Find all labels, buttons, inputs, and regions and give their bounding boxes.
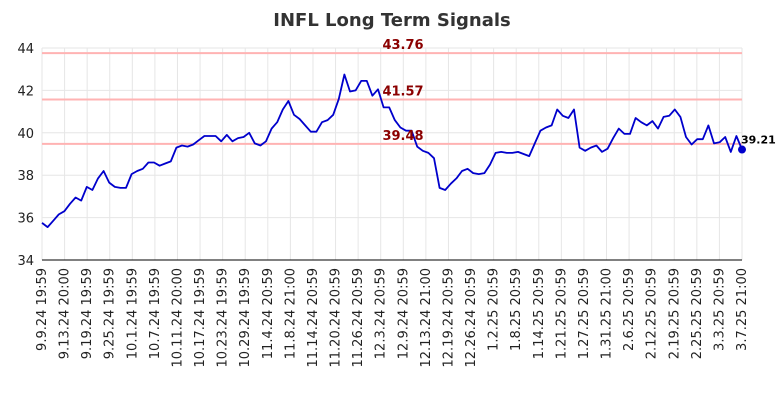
y-tick-label: 40 [17, 127, 34, 142]
x-tick-label: 1.8.25 20:59 [509, 268, 524, 351]
x-tick-label: 1.21.25 20:59 [554, 268, 569, 359]
x-tick-label: 11.4.24 20:59 [261, 268, 276, 359]
x-tick-label: 10.17.24 19:59 [193, 268, 208, 368]
y-tick-label: 44 [17, 42, 34, 57]
grid [41, 47, 743, 261]
y-tick-label: 34 [17, 254, 34, 269]
x-tick-label: 2.6.25 20:59 [622, 268, 637, 351]
y-tick-label: 38 [17, 169, 34, 184]
reference-line-label: 43.76 [382, 38, 423, 53]
x-tick-label: 2.19.25 20:59 [667, 268, 682, 359]
labels: 43.76 41.57 39.48 39.21 [382, 38, 775, 146]
x-tick-label: 1.2.25 20:59 [487, 268, 502, 351]
x-tick-label: 2.12.25 20:59 [645, 268, 660, 359]
reference-lines [42, 52, 742, 145]
x-tick-label: 9.19.24 19:59 [80, 268, 95, 359]
x-tick-label: 12.19.24 20:59 [441, 268, 456, 368]
x-tick-label: 9.25.24 19:59 [103, 268, 118, 359]
x-tick-label: 11.8.24 21:00 [283, 268, 298, 359]
x-tick-label: 11.26.24 20:59 [351, 268, 366, 368]
reference-line-label: 39.48 [382, 129, 423, 144]
reference-line-label: 41.57 [382, 85, 423, 100]
last-value-label: 39.21 [741, 134, 776, 147]
x-tick-label: 3.7.25 21:00 [735, 268, 750, 351]
x-tick-label: 10.11.24 20:00 [170, 268, 185, 368]
x-tick-label: 11.20.24 20:59 [329, 268, 344, 368]
series-line [41, 73, 743, 229]
x-tick-label: 12.26.24 20:59 [464, 268, 479, 368]
x-tick-label: 9.9.24 19:59 [35, 268, 50, 351]
x-tick-label: 1.27.25 20:59 [577, 268, 592, 359]
x-tick-label: 12.13.24 21:00 [419, 268, 434, 368]
axes: 34 36 38 40 42 44 9.9.24 19:59 9.13.24 20:00 9.1… [17, 42, 750, 368]
x-tick-label: 1.14.25 20:59 [532, 268, 547, 359]
x-tick-label: 1.31.25 21:00 [600, 268, 615, 359]
x-tick-label: 12.3.24 20:59 [374, 268, 389, 359]
y-tick-label: 42 [17, 84, 34, 99]
x-tick-label: 10.7.24 19:59 [148, 268, 163, 359]
last-point-marker [738, 145, 746, 154]
x-tick-label: 11.14.24 20:59 [306, 268, 321, 368]
x-tick-label: 10.29.24 19:59 [238, 268, 253, 368]
x-tick-label: 2.25.25 20:59 [690, 268, 705, 359]
y-tick-label: 36 [17, 212, 34, 227]
x-tick-label: 10.1.24 19:59 [125, 268, 140, 359]
chart-title: INFL Long Term Signals [273, 10, 510, 31]
x-tick-label: 9.13.24 20:00 [58, 268, 73, 359]
x-tick-label: 3.3.25 20:59 [712, 268, 727, 351]
x-tick-label: 10.23.24 19:59 [216, 268, 231, 368]
series [41, 73, 746, 229]
x-tick-label: 12.9.24 20:59 [396, 268, 411, 359]
